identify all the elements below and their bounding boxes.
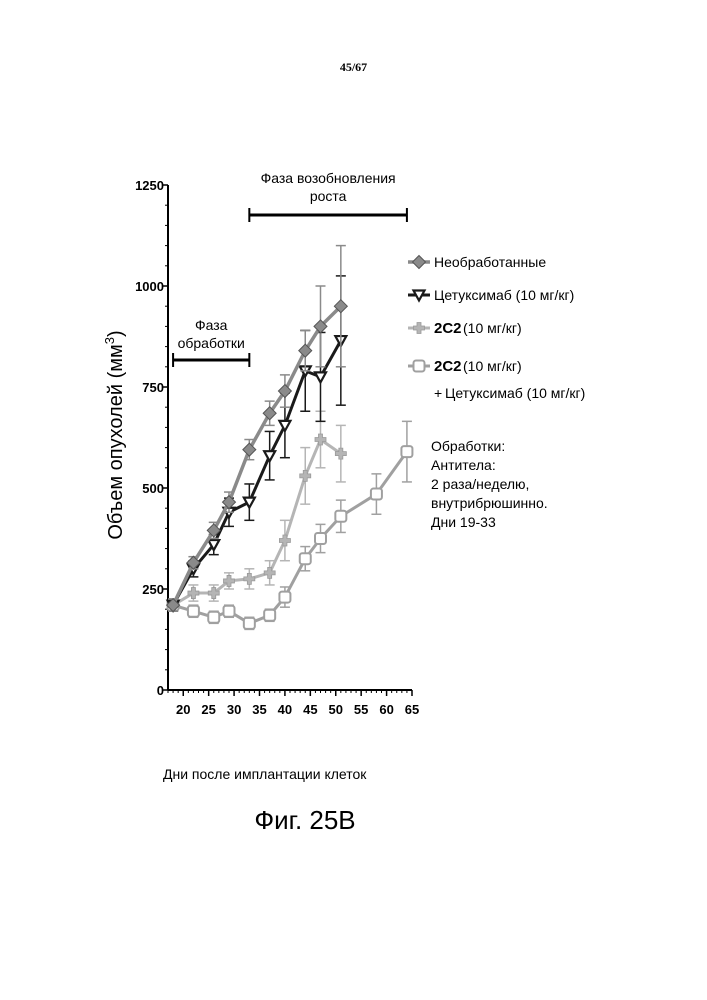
notes-line-1: Обработки: (431, 437, 548, 456)
data-point (279, 421, 290, 431)
y-axis-label-end: ) (105, 330, 127, 337)
data-point (315, 533, 326, 544)
data-point (300, 553, 311, 564)
data-point (243, 443, 256, 456)
y-axis-label: Объем опухолей (мм3) (102, 330, 127, 539)
phase-label: роста (310, 188, 347, 204)
y-axis-label-sup: 3 (102, 337, 117, 344)
legend-marker (414, 291, 425, 301)
y-tick-label: 1250 (135, 178, 164, 193)
data-point (401, 446, 412, 457)
x-tick-label: 65 (405, 702, 419, 717)
y-axis-label-text: Объем опухолей (мм (105, 344, 127, 539)
data-series (167, 246, 413, 630)
y-tick-label: 1000 (135, 279, 164, 294)
treatment-notes: Обработки: Антитела: 2 раза/неделю, внут… (431, 437, 548, 532)
x-axis-label: Дни после имплантации клеток (163, 766, 366, 782)
phase-label: Фаза (195, 317, 228, 333)
data-point (264, 567, 275, 578)
y-tick-label: 0 (157, 683, 164, 698)
legend-label-line2: Цетуксимаб (10 мг/кг) (445, 385, 585, 401)
data-point (264, 451, 275, 461)
data-point (279, 535, 290, 546)
y-tick-label: 250 (142, 582, 164, 597)
x-tick-label: 25 (201, 702, 215, 717)
x-tick-label: 20 (176, 702, 190, 717)
legend: НеобработанныеЦетуксимаб (10 мг/кг)2C2(1… (408, 254, 585, 401)
data-point (224, 606, 235, 617)
notes-line-4: внутрибрюшинно. (431, 494, 548, 513)
data-point (264, 610, 275, 621)
data-point (208, 612, 219, 623)
x-tick-label: 45 (303, 702, 317, 717)
y-tick-label: 750 (142, 380, 164, 395)
legend-label: (10 мг/кг) (463, 358, 522, 374)
data-point (335, 511, 346, 522)
data-point (244, 573, 255, 584)
data-point (188, 606, 199, 617)
legend-label: Необработанные (434, 254, 546, 270)
x-tick-label: 50 (329, 702, 343, 717)
x-tick-label: 30 (227, 702, 241, 717)
series-line (173, 440, 341, 606)
data-point (244, 618, 255, 629)
data-point (244, 498, 255, 508)
x-tick-label: 55 (354, 702, 368, 717)
phase-annotations: Фаза обработки Фаза возобновления роста (173, 170, 407, 367)
data-point (300, 470, 311, 481)
notes-line-5: Дни 19-33 (431, 513, 548, 532)
legend-marker (414, 323, 425, 334)
legend-marker (413, 256, 426, 269)
legend-code-label: 2C2 (434, 358, 462, 375)
x-tick-label: 60 (379, 702, 393, 717)
data-point (279, 592, 290, 603)
data-point (315, 372, 326, 382)
x-tick-label: 35 (252, 702, 266, 717)
phase-label: обработки (178, 335, 245, 351)
legend-plus-sign: + (434, 385, 442, 401)
y-tick-label: 500 (142, 481, 164, 496)
notes-line-3: 2 раза/неделю, (431, 475, 548, 494)
x-tick-label: 40 (278, 702, 292, 717)
legend-label: Цетуксимаб (10 мг/кг) (434, 287, 574, 303)
notes-line-2: Антитела: (431, 456, 548, 475)
figure-caption: Фиг. 25В (0, 805, 610, 836)
data-point (371, 489, 382, 500)
series-cross (168, 411, 347, 611)
legend-marker (414, 361, 425, 372)
legend-code-label: 2C2 (434, 320, 462, 337)
phase-label: Фаза возобновления (261, 170, 396, 186)
axes: 0 250 500 750 1000 1250 20 25 30 35 40 45 50 55 60 65 (135, 178, 419, 717)
legend-label: (10 мг/кг) (463, 320, 522, 336)
